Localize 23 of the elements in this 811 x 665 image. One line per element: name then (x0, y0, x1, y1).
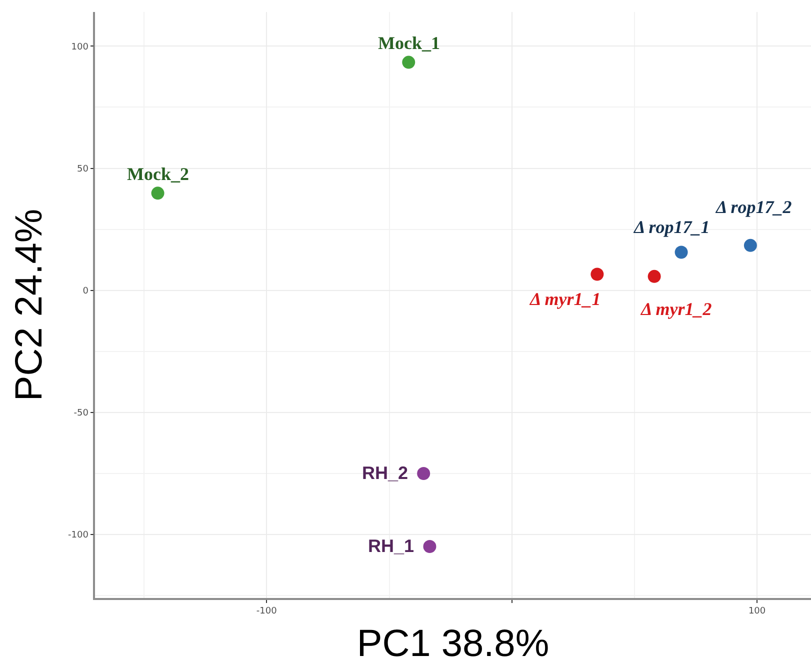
y-tick-label: 100 (71, 42, 89, 52)
point (151, 186, 164, 200)
annotation: RH_2 (362, 463, 408, 483)
point (744, 238, 757, 252)
y-tick-label: 0 (82, 286, 89, 296)
point (590, 268, 604, 281)
annotation: Δ rop17_1 (633, 217, 710, 237)
point (417, 466, 430, 480)
y-axis-title: PC2 24.4% (8, 208, 51, 402)
point (402, 56, 416, 69)
point (423, 540, 436, 553)
y-tick-label: -50 (74, 408, 89, 419)
point (648, 270, 661, 283)
annotation: Δ myr1_2 (640, 299, 712, 319)
annotation: RH_1 (368, 536, 414, 556)
annotation: Mock_2 (127, 164, 189, 184)
y-tick-label: 50 (76, 164, 89, 174)
x-axis-title: PC1 38.8% (356, 623, 550, 665)
annotation: Mock_1 (378, 33, 440, 53)
annotation: Δ rop17_2 (715, 197, 792, 217)
point (674, 246, 688, 259)
y-tick-label: -100 (68, 530, 89, 541)
annotation: Δ myr1_1 (529, 289, 601, 309)
